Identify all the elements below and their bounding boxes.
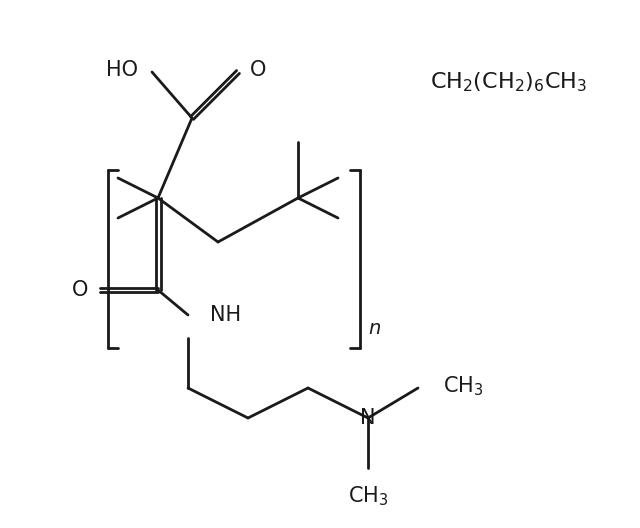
Text: O: O bbox=[250, 60, 266, 80]
Text: O: O bbox=[72, 280, 88, 300]
Text: NH: NH bbox=[210, 305, 241, 325]
Text: HO: HO bbox=[106, 60, 138, 80]
Text: n: n bbox=[368, 318, 380, 337]
Text: CH$_3$: CH$_3$ bbox=[348, 484, 388, 507]
Text: CH$_2$(CH$_2$)$_6$CH$_3$: CH$_2$(CH$_2$)$_6$CH$_3$ bbox=[430, 70, 587, 94]
Text: N: N bbox=[360, 408, 376, 428]
Text: CH$_3$: CH$_3$ bbox=[443, 374, 483, 398]
